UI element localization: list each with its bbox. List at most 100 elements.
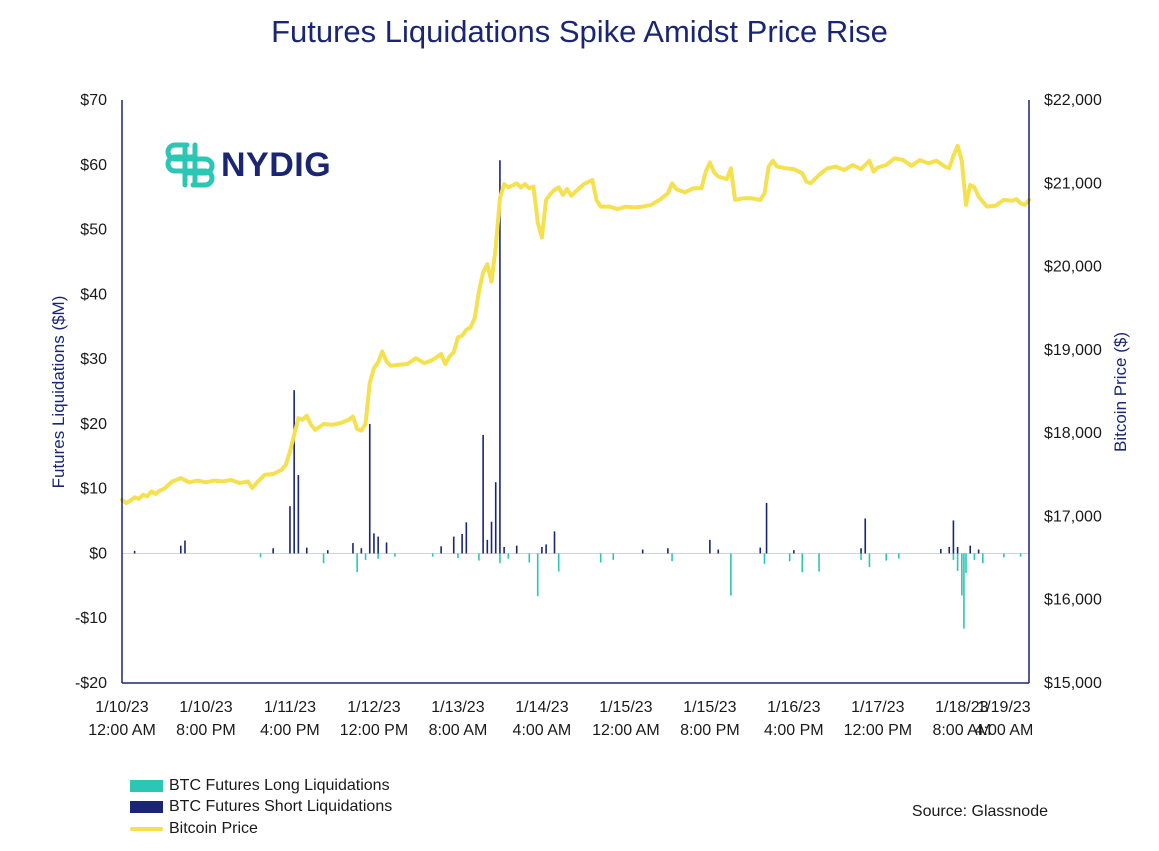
short-liquidation-bar <box>499 160 501 554</box>
long-liquidation-bar <box>259 553 262 558</box>
long-liquidation-bar <box>885 553 888 561</box>
nydig-logo-icon <box>165 142 215 188</box>
left-tick-label: $40 <box>80 286 107 303</box>
price-line-group <box>120 143 1031 506</box>
short-liquidation-bar <box>709 539 711 554</box>
short-liquidation-bar <box>461 534 463 554</box>
axes <box>121 100 1030 684</box>
short-liquidation-bar <box>184 540 186 554</box>
long-liquidation-bars <box>259 553 1022 629</box>
legend-short-swatch <box>130 801 163 813</box>
short-liquidation-bar <box>179 545 182 554</box>
source-note: Source: Glassnode <box>911 803 1048 820</box>
left-tick-label: $60 <box>80 157 107 174</box>
x-axis-ticks: 1/10/23 12:00 AM 1/10/23 8:00 PM 1/11/23 4:00… <box>88 699 1033 739</box>
short-liquidation-bar <box>948 546 951 554</box>
long-liquidation-bar <box>599 553 602 563</box>
legend-price: Bitcoin Price <box>130 819 258 839</box>
long-liquidation-bar <box>457 553 459 558</box>
short-liquidation-bar <box>326 550 329 554</box>
long-liquidation-bar <box>356 553 358 573</box>
short-liquidation-bar <box>864 518 867 554</box>
x-tick-date: 1/15/23 <box>683 699 736 716</box>
long-liquidation-bar <box>965 553 967 573</box>
right-tick-label: $21,000 <box>1044 175 1102 192</box>
short-liquidation-bar <box>977 549 980 554</box>
x-tick-date: 1/10/23 <box>95 699 148 716</box>
right-tick-label: $15,000 <box>1044 675 1102 692</box>
short-liquidation-bar <box>289 506 291 554</box>
short-liquidation-bar <box>305 547 308 554</box>
long-liquidation-bar <box>528 553 531 563</box>
legend-short-label: BTC Futures Short Liquidations <box>169 798 393 815</box>
right-tick-label: $19,000 <box>1044 342 1102 359</box>
right-tick-label: $20,000 <box>1044 259 1102 276</box>
x-tick-date: 1/17/23 <box>851 699 904 716</box>
x-tick-time: 4:00 AM <box>975 722 1034 739</box>
short-liquidation-bar <box>952 520 955 554</box>
short-liquidation-bar <box>956 546 959 554</box>
short-liquidation-bar <box>482 434 484 554</box>
short-liquidation-bar <box>940 548 942 554</box>
long-liquidation-bar <box>898 553 900 559</box>
legend-long-label: BTC Futures Long Liquidations <box>169 777 390 794</box>
short-liquidation-bar <box>545 544 547 554</box>
x-tick-time: 8:00 PM <box>176 722 236 739</box>
short-liquidation-bar <box>373 533 375 554</box>
long-liquidation-bar <box>478 553 480 561</box>
bitcoin-price-line <box>120 143 1031 506</box>
legend-price-label: Bitcoin Price <box>169 820 258 837</box>
short-liquidation-bar <box>793 550 795 554</box>
x-tick-time: 12:00 AM <box>592 722 660 739</box>
x-tick-time: 12:00 AM <box>88 722 156 739</box>
x-tick-time: 4:00 PM <box>764 722 824 739</box>
long-liquidation-bar <box>788 553 791 562</box>
left-tick-label: $10 <box>80 481 107 498</box>
left-tick-label: $20 <box>80 416 107 433</box>
left-tick-label: -$10 <box>75 610 107 627</box>
x-tick-time: 12:00 PM <box>340 722 408 739</box>
short-liquidation-bar <box>717 549 720 554</box>
x-tick-time: 8:00 AM <box>932 722 991 739</box>
short-liquidation-bars <box>133 160 980 554</box>
legend-short: BTC Futures Short Liquidations <box>130 797 392 817</box>
long-liquidation-bar <box>956 553 959 571</box>
left-axis-ticks: $70 $60 $50 $40 $30 $20 $10 $0 -$10 -$20 <box>75 92 107 692</box>
right-axis-ticks: $22,000 $21,000 $20,000 $19,000 $18,000 $17,0… <box>1044 92 1102 692</box>
legend-long: BTC Futures Long Liquidations <box>130 776 390 796</box>
long-liquidation-bar <box>612 553 615 560</box>
x-tick-date: 1/19/23 <box>977 699 1030 716</box>
short-liquidation-bar <box>272 548 274 554</box>
left-tick-label: -$20 <box>75 675 107 692</box>
short-liquidation-bar <box>465 522 468 554</box>
x-tick-date: 1/15/23 <box>599 699 652 716</box>
long-liquidation-bar <box>536 553 539 597</box>
chart-title: Futures Liquidations Spike Amidst Price … <box>271 14 888 49</box>
short-liquidation-bar <box>503 546 505 554</box>
x-tick-date: 1/18/23 <box>935 699 988 716</box>
x-tick-time: 8:00 AM <box>429 722 488 739</box>
short-liquidation-bar <box>297 475 300 554</box>
short-liquidation-bar <box>377 536 379 554</box>
long-liquidation-bar <box>963 553 965 629</box>
long-liquidation-bar <box>499 553 501 564</box>
left-tick-label: $50 <box>80 222 107 239</box>
long-liquidation-bar <box>557 553 560 572</box>
x-tick-time: 4:00 AM <box>513 722 572 739</box>
x-tick-date: 1/14/23 <box>515 699 568 716</box>
short-liquidation-bar <box>860 548 862 554</box>
left-tick-label: $0 <box>89 545 107 562</box>
short-liquidation-bar <box>541 546 543 554</box>
short-liquidation-bar <box>133 550 136 554</box>
long-liquidation-bar <box>973 553 976 560</box>
right-tick-label: $16,000 <box>1044 592 1102 609</box>
short-liquidation-bar <box>352 543 354 554</box>
long-liquidation-bar <box>1003 553 1005 558</box>
long-liquidation-bar <box>763 553 766 564</box>
right-axis-label: Bitcoin Price ($) <box>1111 332 1130 452</box>
short-liquidation-bar <box>486 539 489 554</box>
right-tick-label: $18,000 <box>1044 425 1102 442</box>
long-liquidation-bar <box>671 553 673 562</box>
long-liquidation-bar <box>431 553 434 557</box>
